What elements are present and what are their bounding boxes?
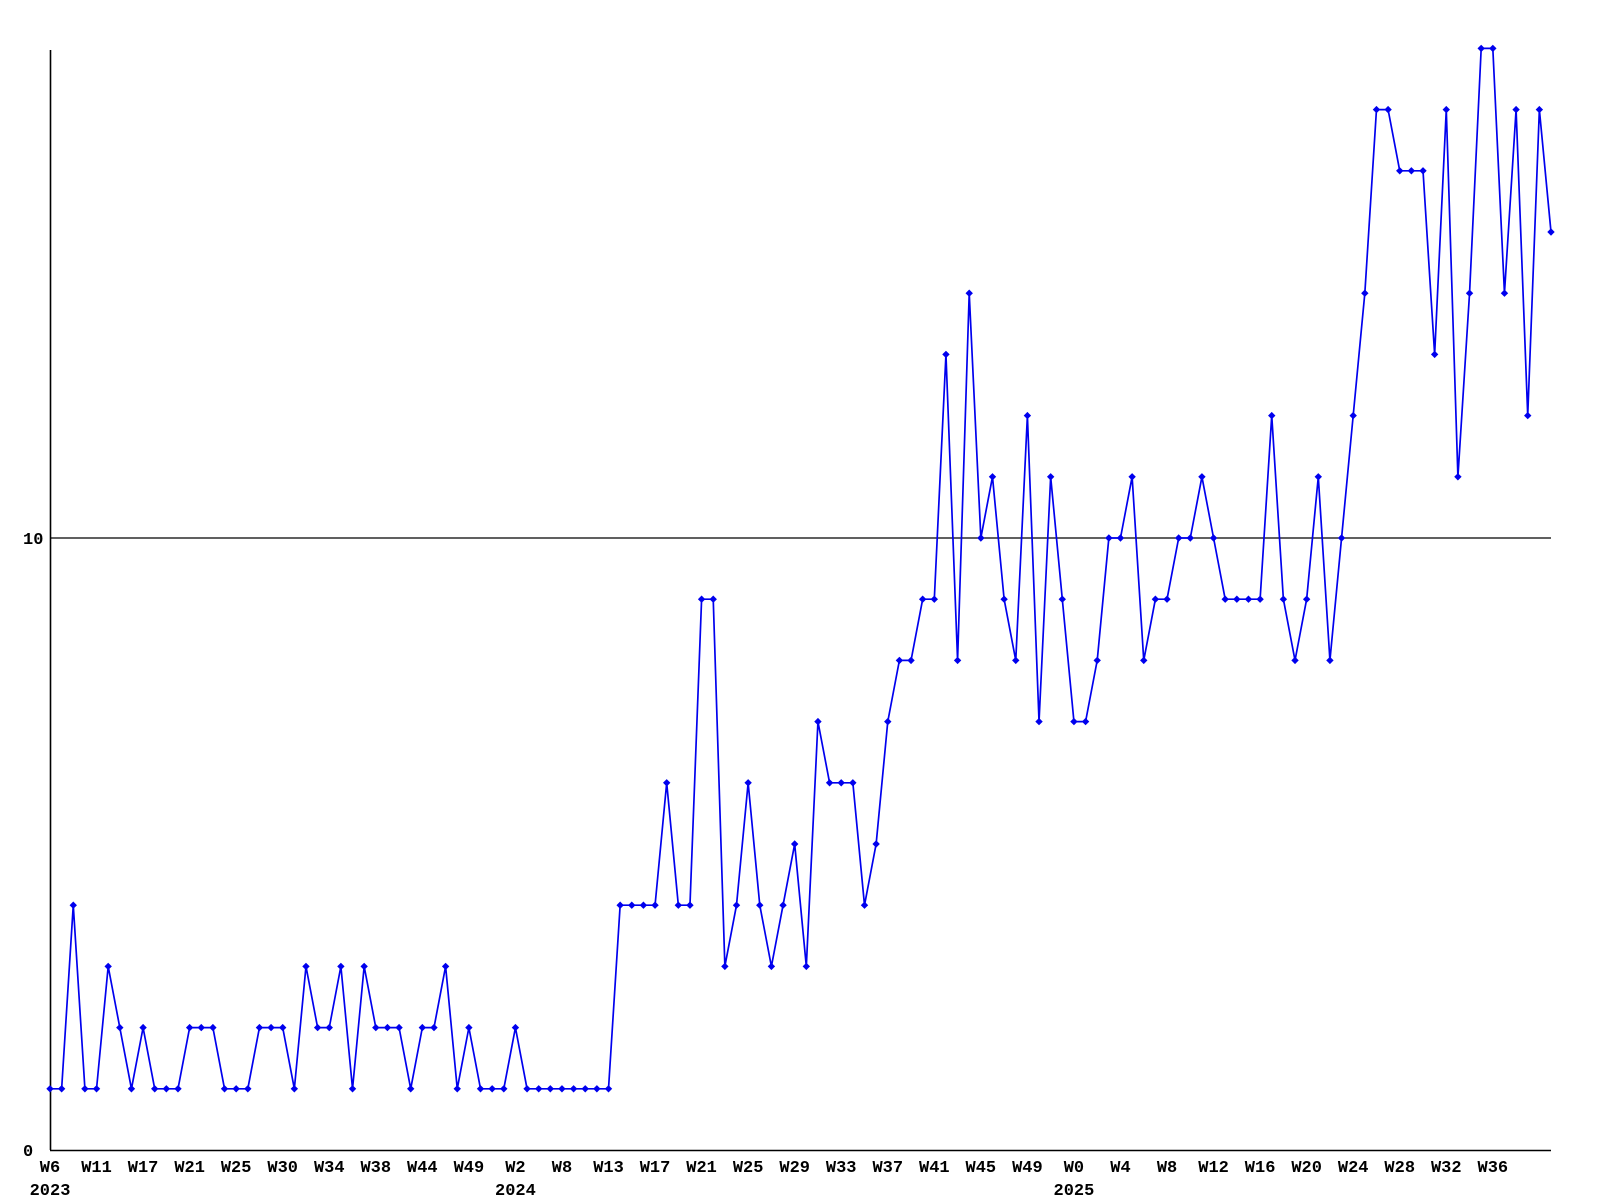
svg-text:W29: W29: [779, 1159, 810, 1178]
svg-text:0: 0: [23, 1143, 33, 1162]
svg-text:W6: W6: [40, 1159, 60, 1178]
svg-text:2023: 2023: [30, 1182, 71, 1200]
svg-text:W41: W41: [919, 1159, 950, 1178]
svg-text:W20: W20: [1291, 1159, 1322, 1178]
svg-text:W24: W24: [1338, 1159, 1369, 1178]
svg-text:W28: W28: [1384, 1159, 1415, 1178]
svg-text:2025: 2025: [1054, 1182, 1095, 1200]
svg-text:W0: W0: [1064, 1159, 1084, 1178]
svg-text:W49: W49: [1012, 1159, 1043, 1178]
svg-text:W12: W12: [1198, 1159, 1229, 1178]
svg-text:W25: W25: [733, 1159, 764, 1178]
svg-text:W11: W11: [81, 1159, 112, 1178]
svg-text:W37: W37: [872, 1159, 903, 1178]
svg-text:W8: W8: [552, 1159, 572, 1178]
svg-text:W30: W30: [267, 1159, 298, 1178]
svg-text:2024: 2024: [495, 1182, 536, 1200]
svg-text:W8: W8: [1157, 1159, 1177, 1178]
svg-text:W38: W38: [360, 1159, 391, 1178]
svg-text:W33: W33: [826, 1159, 857, 1178]
svg-text:W32: W32: [1431, 1159, 1462, 1178]
svg-text:W21: W21: [174, 1159, 205, 1178]
svg-text:W34: W34: [314, 1159, 345, 1178]
svg-text:W17: W17: [128, 1159, 159, 1178]
svg-text:W45: W45: [966, 1159, 997, 1178]
svg-text:W2: W2: [505, 1159, 525, 1178]
svg-text:10: 10: [23, 531, 43, 550]
svg-text:W17: W17: [640, 1159, 671, 1178]
svg-text:W16: W16: [1245, 1159, 1276, 1178]
svg-text:W36: W36: [1478, 1159, 1509, 1178]
svg-text:W25: W25: [221, 1159, 252, 1178]
svg-text:W4: W4: [1110, 1159, 1130, 1178]
svg-text:W13: W13: [593, 1159, 624, 1178]
svg-text:W44: W44: [407, 1159, 438, 1178]
svg-text:W49: W49: [454, 1159, 485, 1178]
svg-text:W21: W21: [686, 1159, 717, 1178]
